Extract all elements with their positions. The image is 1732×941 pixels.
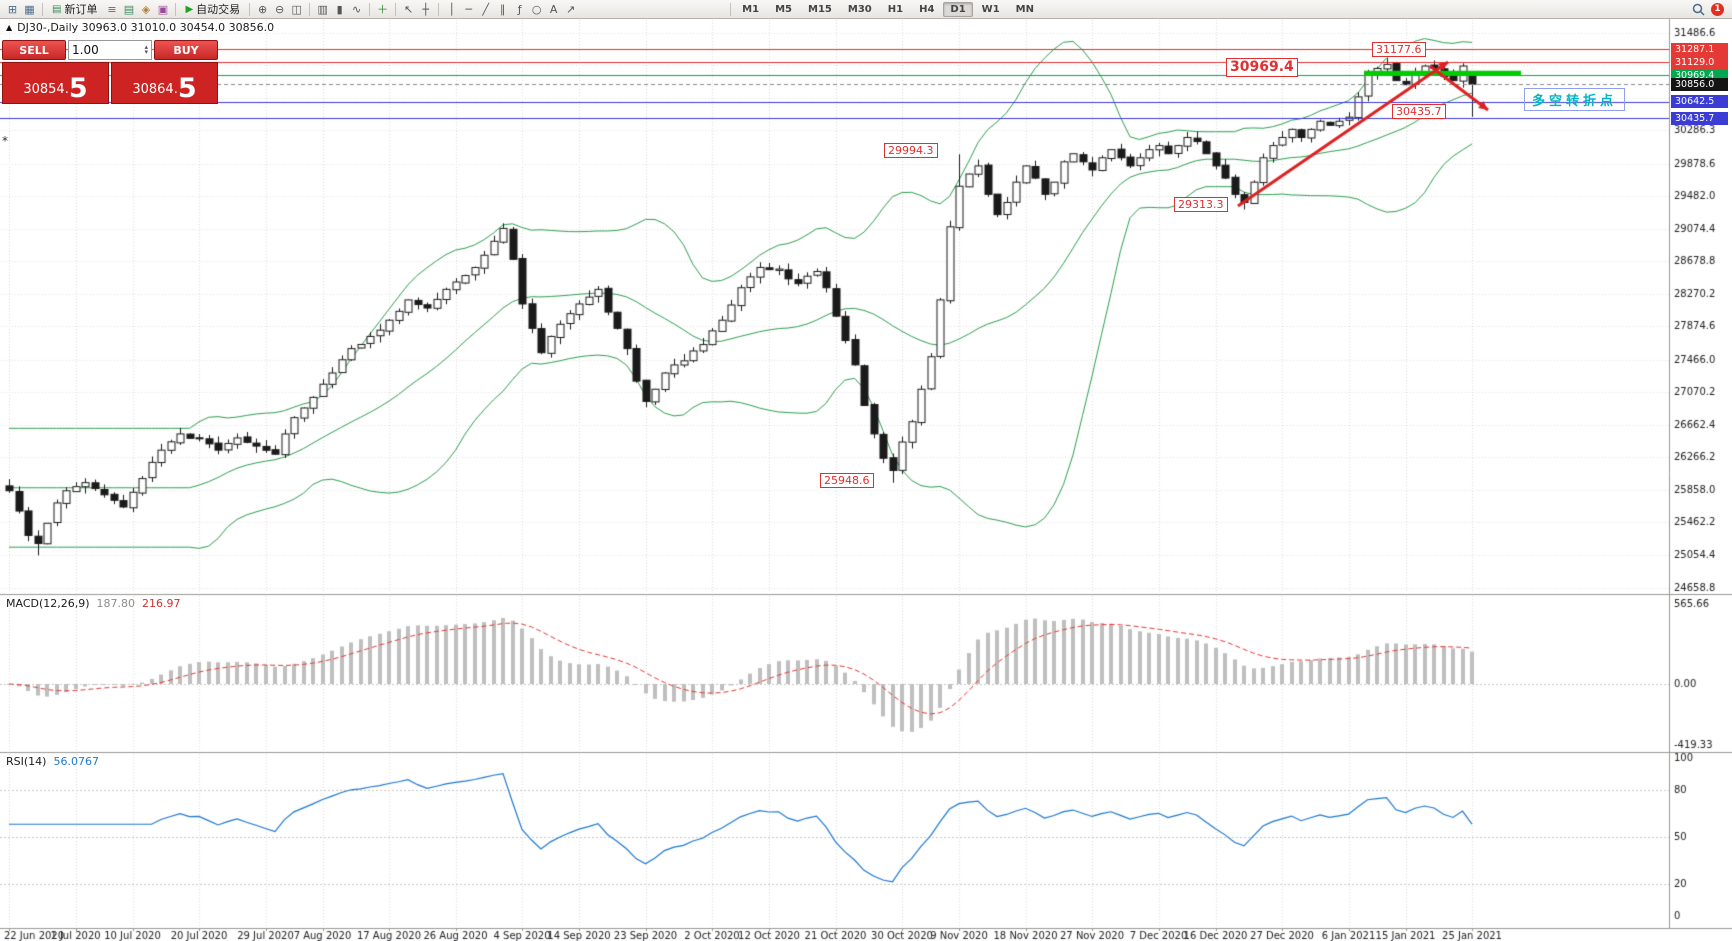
main-toolbar: ⊞ ▦ ▤ 新订单 ≡ ▤ ◈ ▣ ▶ 自动交易 ⊕ ⊖ ◫ ▥ ▮ ∿ ＋ ↖ ┼ │ ─ ╱ ∥ ƒ ○… bbox=[0, 0, 1732, 19]
price-tag: 30435.7 bbox=[1671, 111, 1728, 125]
timeframe-mn[interactable]: MN bbox=[1015, 3, 1034, 15]
vertical-line-icon[interactable]: │ bbox=[448, 2, 455, 16]
price-annotation[interactable]: 31177.6 bbox=[1372, 42, 1426, 57]
terminal-icon[interactable]: ▣ bbox=[157, 2, 169, 16]
price-tag: 30642.5 bbox=[1671, 95, 1728, 109]
timeframe-m15[interactable]: M15 bbox=[808, 3, 832, 15]
volume-down-icon[interactable]: ▾ bbox=[144, 48, 148, 56]
timeframe-h1[interactable]: H1 bbox=[887, 3, 904, 15]
zoom-in-icon[interactable]: ⊕ bbox=[258, 2, 268, 16]
timeframe-d1[interactable]: D1 bbox=[943, 1, 973, 17]
price-annotation[interactable]: 29313.3 bbox=[1174, 197, 1228, 212]
sell-button[interactable]: SELL bbox=[2, 40, 66, 60]
horizontal-line-icon[interactable]: ─ bbox=[465, 2, 472, 16]
price-tag: 31129.0 bbox=[1671, 55, 1728, 69]
volume-spinner[interactable]: ▴ ▾ bbox=[144, 43, 148, 56]
toolbar-separator bbox=[249, 2, 251, 16]
buy-price-pips: 5 bbox=[177, 73, 197, 104]
arrows-icon[interactable]: ↗ bbox=[566, 2, 576, 16]
ellipse-icon[interactable]: ○ bbox=[531, 2, 542, 16]
marketwatch-icon[interactable]: ≡ bbox=[107, 2, 117, 16]
rsi-header: RSI(14) 56.0767 bbox=[6, 755, 99, 768]
navigator-icon[interactable]: ◈ bbox=[141, 2, 151, 16]
autotrading-play-icon: ▶ bbox=[185, 3, 194, 15]
new-order-icon: ▤ bbox=[52, 3, 62, 15]
price-annotation[interactable]: 29994.3 bbox=[884, 143, 938, 158]
toolbar-separator bbox=[438, 2, 440, 16]
line-chart-icon[interactable]: ∿ bbox=[352, 2, 362, 16]
toolbar-separator bbox=[395, 2, 397, 16]
buy-price-main: 30864. bbox=[132, 82, 178, 97]
timeframe-m1[interactable]: M1 bbox=[742, 3, 760, 15]
bar-chart-icon[interactable]: ▥ bbox=[317, 2, 328, 16]
volume-up-icon[interactable]: ▴ bbox=[144, 43, 148, 51]
price-annotation[interactable]: 30969.4 bbox=[1226, 58, 1298, 77]
chart-title: ▲ DJ30-,Daily 30963.0 31010.0 30454.0 30… bbox=[6, 21, 274, 34]
toolbar-separator bbox=[42, 2, 43, 16]
fibonacci-icon[interactable]: ƒ bbox=[517, 2, 522, 16]
search-icon[interactable] bbox=[1692, 3, 1705, 16]
sell-price-main: 30854. bbox=[23, 82, 69, 97]
volume-value[interactable]: 1.00 bbox=[72, 43, 99, 57]
indicators-icon[interactable]: ＋ bbox=[377, 2, 389, 16]
cursor-icon[interactable]: ↖ bbox=[404, 2, 414, 16]
collapse-panel-icon[interactable]: ▲ bbox=[6, 23, 13, 32]
candlestick-chart-icon[interactable]: ▮ bbox=[336, 2, 343, 16]
zoom-out-icon[interactable]: ⊖ bbox=[275, 2, 285, 16]
macd-header: MACD(12,26,9) 187.80 216.97 bbox=[6, 597, 181, 610]
trendline-icon[interactable]: ╱ bbox=[482, 2, 489, 16]
rsi-label: RSI(14) bbox=[6, 755, 47, 768]
macd-main-value: 187.80 bbox=[96, 597, 136, 610]
notification-badge[interactable]: 1 bbox=[1711, 2, 1724, 16]
toolbar-separator bbox=[309, 2, 311, 16]
profiles-icon[interactable]: ▦ bbox=[24, 2, 35, 16]
crosshair-icon[interactable]: ┼ bbox=[422, 2, 429, 16]
toolbar-separator bbox=[175, 2, 177, 16]
price-tag: 31287.1 bbox=[1671, 42, 1728, 56]
note-label[interactable]: 多空转折点 bbox=[1524, 88, 1626, 111]
price-annotation[interactable]: 25948.6 bbox=[820, 473, 874, 488]
timeframe-m5[interactable]: M5 bbox=[775, 3, 792, 15]
macd-label: MACD(12,26,9) bbox=[6, 597, 90, 610]
timeframe-group: M1 M5 M15 M30 H1 H4 D1 W1 MN bbox=[735, 1, 1041, 17]
toolbar-separator bbox=[369, 2, 371, 16]
sell-price-button[interactable]: 30854. 5 bbox=[2, 62, 109, 104]
data-window-icon[interactable]: ▤ bbox=[123, 2, 135, 16]
equidistant-channel-icon[interactable]: ∥ bbox=[499, 2, 506, 16]
chart-ohlc-title: DJ30-,Daily 30963.0 31010.0 30454.0 3085… bbox=[17, 21, 275, 34]
macd-signal-value: 216.97 bbox=[142, 597, 181, 610]
chart-object-marker: * bbox=[2, 134, 8, 148]
text-icon[interactable]: A bbox=[549, 2, 558, 16]
price-tag: 30856.0 bbox=[1671, 77, 1728, 91]
toolbar-right-group: 1 bbox=[1692, 2, 1728, 16]
autotrading-button[interactable]: ▶ 自动交易 bbox=[185, 3, 241, 16]
one-click-trading-panel: SELL 1.00 ▴ ▾ BUY 30854. 5 30864. 5 bbox=[2, 40, 218, 104]
tile-windows-icon[interactable]: ◫ bbox=[291, 2, 302, 16]
timeframe-m30[interactable]: M30 bbox=[847, 3, 872, 15]
price-annotation[interactable]: 30435.7 bbox=[1392, 104, 1446, 119]
buy-button[interactable]: BUY bbox=[154, 40, 218, 60]
sell-price-pips: 5 bbox=[68, 73, 88, 104]
rsi-value: 56.0767 bbox=[53, 755, 99, 768]
toolbar-separator bbox=[730, 2, 732, 16]
new-chart-icon[interactable]: ⊞ bbox=[7, 2, 18, 16]
volume-input[interactable]: 1.00 ▴ ▾ bbox=[68, 40, 152, 60]
timeframe-h4[interactable]: H4 bbox=[919, 3, 935, 15]
timeframe-w1[interactable]: W1 bbox=[981, 3, 1000, 15]
buy-price-button[interactable]: 30864. 5 bbox=[111, 62, 218, 104]
new-order-button[interactable]: ▤ 新订单 bbox=[52, 3, 98, 16]
